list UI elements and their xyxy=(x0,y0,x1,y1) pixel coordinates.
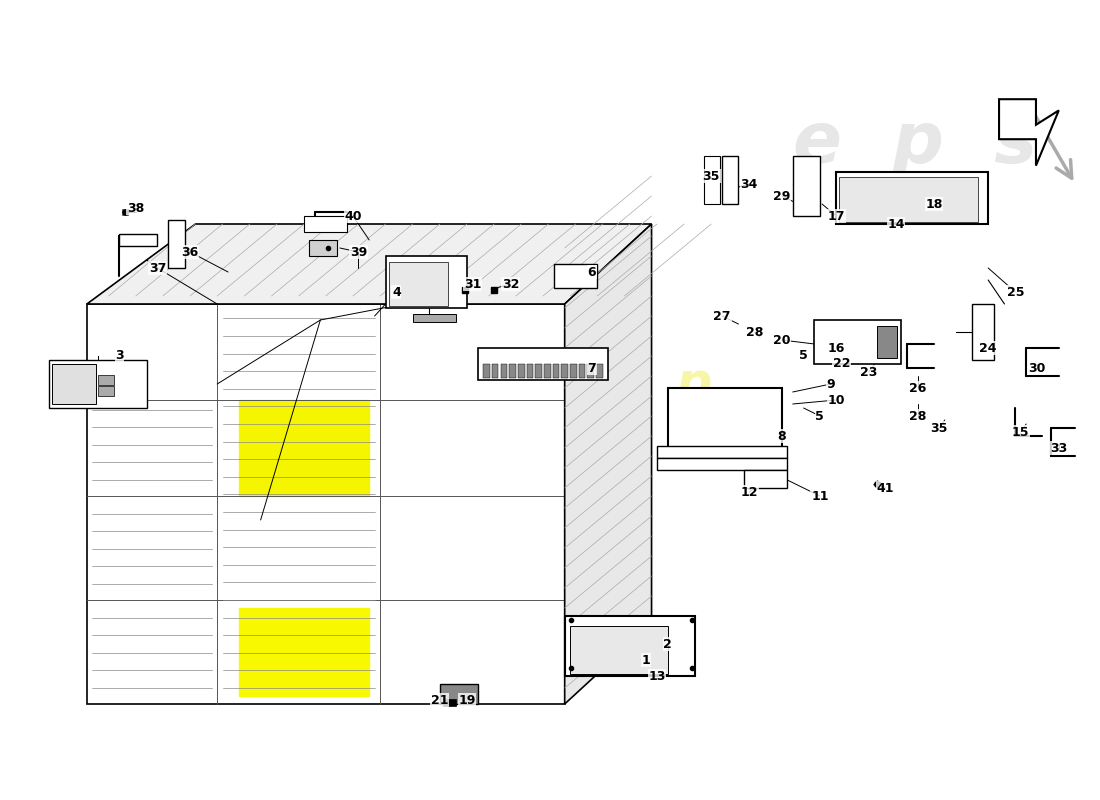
Bar xyxy=(98,386,114,396)
Polygon shape xyxy=(87,224,651,304)
Text: e  p  s: e p s xyxy=(793,110,1037,178)
Text: 26: 26 xyxy=(909,382,926,394)
Bar xyxy=(309,240,337,256)
Text: 9: 9 xyxy=(826,378,835,390)
Text: 29: 29 xyxy=(773,190,791,202)
Text: 27: 27 xyxy=(714,310,730,322)
Text: 5: 5 xyxy=(815,410,824,422)
Bar xyxy=(814,320,901,364)
Text: 10: 10 xyxy=(827,394,845,406)
Bar xyxy=(570,626,668,674)
Text: 30: 30 xyxy=(1028,362,1046,374)
Bar xyxy=(570,364,576,378)
Bar xyxy=(912,180,988,224)
Text: 36: 36 xyxy=(182,246,199,258)
Bar xyxy=(561,364,568,378)
Bar xyxy=(587,364,594,378)
Bar xyxy=(168,220,185,268)
Bar xyxy=(52,364,96,404)
Text: 3: 3 xyxy=(116,350,124,362)
Bar xyxy=(443,699,456,706)
Bar xyxy=(668,388,782,448)
Bar xyxy=(544,364,551,378)
Bar xyxy=(722,156,738,204)
Bar xyxy=(878,326,896,358)
Bar xyxy=(817,325,879,362)
Bar xyxy=(388,262,449,306)
Bar xyxy=(793,156,820,216)
Bar xyxy=(48,360,146,408)
Text: 31: 31 xyxy=(464,278,481,290)
Bar xyxy=(972,304,993,360)
Text: 40: 40 xyxy=(344,210,362,222)
Text: 28: 28 xyxy=(909,410,926,422)
Bar xyxy=(492,364,498,378)
Text: 41: 41 xyxy=(877,482,894,494)
Text: 2: 2 xyxy=(663,638,672,650)
Text: 33: 33 xyxy=(1050,442,1067,454)
Bar xyxy=(669,389,782,448)
Bar xyxy=(518,364,525,378)
Bar xyxy=(412,314,456,322)
Bar xyxy=(440,684,477,704)
Bar xyxy=(477,348,608,380)
Polygon shape xyxy=(564,224,651,704)
Text: 24: 24 xyxy=(979,342,997,354)
Bar xyxy=(239,608,370,696)
Text: 19: 19 xyxy=(459,694,475,706)
Text: 21: 21 xyxy=(431,694,449,706)
Polygon shape xyxy=(999,99,1059,166)
Bar xyxy=(704,156,720,204)
Text: 5: 5 xyxy=(800,350,808,362)
Text: 38: 38 xyxy=(128,202,144,214)
Bar xyxy=(553,264,597,288)
Text: 4: 4 xyxy=(392,286,400,298)
Bar xyxy=(552,364,559,378)
Bar xyxy=(385,256,466,308)
Text: 7: 7 xyxy=(587,362,596,374)
Bar xyxy=(120,234,157,246)
Bar xyxy=(657,458,788,470)
Text: 11: 11 xyxy=(811,490,828,502)
Text: 37: 37 xyxy=(148,262,166,274)
Text: 35: 35 xyxy=(931,422,948,434)
Bar xyxy=(304,216,348,232)
Text: 8: 8 xyxy=(778,430,786,442)
Bar xyxy=(564,616,695,676)
Bar xyxy=(839,177,978,222)
Bar xyxy=(596,364,603,378)
Bar xyxy=(536,364,542,378)
Text: 34: 34 xyxy=(740,178,758,190)
Text: 39: 39 xyxy=(350,246,367,258)
Bar xyxy=(657,446,788,458)
Text: 28: 28 xyxy=(746,326,763,338)
Text: 6: 6 xyxy=(587,266,596,278)
Bar xyxy=(239,400,370,496)
Bar xyxy=(744,470,788,488)
Text: 13: 13 xyxy=(648,670,666,682)
Text: 14: 14 xyxy=(887,218,904,230)
Bar xyxy=(500,364,507,378)
Text: 1: 1 xyxy=(641,654,650,666)
Text: 16: 16 xyxy=(827,342,845,354)
Text: a  p: a p xyxy=(608,360,713,408)
Bar xyxy=(527,364,534,378)
Text: 12: 12 xyxy=(740,486,758,498)
Text: 15: 15 xyxy=(1012,426,1030,438)
Text: 23: 23 xyxy=(860,366,878,378)
Bar xyxy=(98,375,114,385)
Text: 25: 25 xyxy=(1006,286,1024,298)
Bar xyxy=(509,364,516,378)
Text: 17: 17 xyxy=(827,210,845,222)
Bar xyxy=(836,172,988,224)
Text: 22: 22 xyxy=(833,358,850,370)
Bar xyxy=(579,364,585,378)
Bar xyxy=(483,364,490,378)
Text: 18: 18 xyxy=(925,198,943,210)
Text: 32: 32 xyxy=(502,278,519,290)
Text: 35: 35 xyxy=(703,170,720,182)
Text: 20: 20 xyxy=(773,334,791,346)
